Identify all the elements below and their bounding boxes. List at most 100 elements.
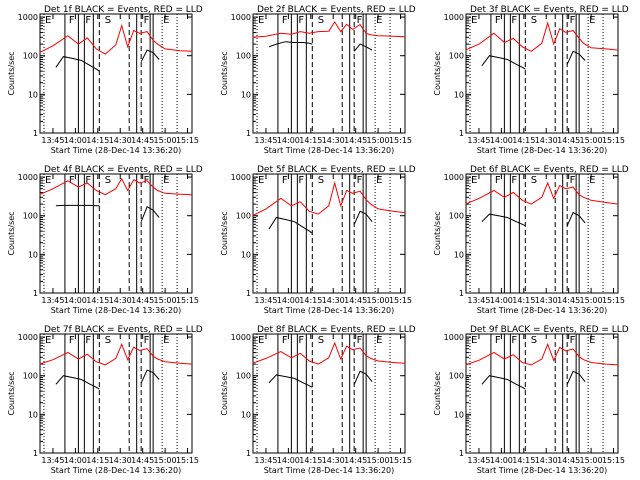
x-axis-label: Start Time (28-Dec-14 13:36:20) xyxy=(51,466,182,475)
x-tick-label: 14:30 xyxy=(109,456,132,465)
plot-frame xyxy=(39,173,193,294)
mode-label: E xyxy=(471,15,477,26)
series-events-line xyxy=(268,374,313,388)
x-tick-label: 14:30 xyxy=(109,136,132,145)
y-tick-label: 100 xyxy=(236,372,251,381)
mode-label: E xyxy=(589,175,595,186)
mode-label: F xyxy=(357,335,363,346)
y-tick-label: 1 xyxy=(246,129,251,138)
x-tick-label: 13:45 xyxy=(41,296,64,305)
y-tick-label: 1000 xyxy=(18,333,38,342)
y-axis-label: Counts/sec xyxy=(220,371,229,415)
y-tick-label: 1 xyxy=(33,289,38,298)
x-axis-label: Start Time (28-Dec-14 13:36:20) xyxy=(477,146,608,155)
mode-label: S xyxy=(318,335,324,346)
mode-label: F xyxy=(570,15,576,26)
x-axis-label: Start Time (28-Dec-14 13:36:20) xyxy=(51,146,182,155)
y-tick-label: 10 xyxy=(454,250,464,259)
x-tick-label: 15:15 xyxy=(389,296,412,305)
mode-label: F xyxy=(570,335,576,346)
x-tick-label: 14:00 xyxy=(277,136,300,145)
x-tick-label: 14:00 xyxy=(277,456,300,465)
x-tick-label: 13:45 xyxy=(467,456,490,465)
detector-panel-4: Det 4f BLACK = Events, RED = LLD 1 10 100 10… xyxy=(7,165,203,315)
y-tick-label: 10 xyxy=(454,410,464,419)
y-tick-label: 10 xyxy=(454,90,464,99)
y-axis-label: Counts/sec xyxy=(220,211,229,255)
mode-label: S xyxy=(531,335,537,346)
x-tick-label: 13:45 xyxy=(254,296,277,305)
detector-panel-2: Det 2f BLACK = Events, RED = LLD 1 10 100 10… xyxy=(220,5,416,155)
mode-label: E xyxy=(163,335,169,346)
y-tick-label: 10 xyxy=(28,90,38,99)
x-tick-label: 14:15 xyxy=(86,136,109,145)
x-tick-label: 14:30 xyxy=(535,456,558,465)
y-tick-label: 1000 xyxy=(444,173,464,182)
x-tick-label: 14:15 xyxy=(299,136,322,145)
x-tick-label: 13:45 xyxy=(254,136,277,145)
detector-panel-7: Det 7f BLACK = Events, RED = LLD 1 10 100 10… xyxy=(7,325,203,475)
mode-label: S xyxy=(105,15,111,26)
y-axis-label: Counts/sec xyxy=(433,51,442,95)
x-tick-label: 14:45 xyxy=(131,456,154,465)
y-axis-label: Counts/sec xyxy=(433,371,442,415)
mode-label: S xyxy=(318,175,324,186)
series-events-line xyxy=(55,375,100,390)
series-events-line xyxy=(268,41,313,48)
mode-label: E xyxy=(589,335,595,346)
x-tick-label: 13:45 xyxy=(467,296,490,305)
x-tick-label: 15:15 xyxy=(602,136,625,145)
plot-frame xyxy=(465,333,619,454)
plot-frame xyxy=(465,13,619,134)
y-tick-label: 100 xyxy=(236,52,251,61)
x-tick-label: 15:00 xyxy=(580,136,603,145)
x-tick-label: 15:00 xyxy=(367,296,390,305)
x-tick-label: 15:15 xyxy=(389,136,412,145)
x-tick-label: 14:15 xyxy=(512,456,535,465)
series-events-line-segment-2 xyxy=(140,369,160,384)
x-tick-label: 14:45 xyxy=(344,136,367,145)
series-events-line-segment-2 xyxy=(566,370,586,385)
detector-panel-5: Det 5f BLACK = Events, RED = LLD 1 10 100 10… xyxy=(220,165,416,315)
x-tick-label: 14:45 xyxy=(131,296,154,305)
x-axis-label: Start Time (28-Dec-14 13:36:20) xyxy=(264,306,395,315)
series-events-line-segment-2 xyxy=(353,370,373,385)
x-tick-label: 14:15 xyxy=(299,456,322,465)
y-axis-label: Counts/sec xyxy=(433,211,442,255)
plot-frame xyxy=(39,333,193,454)
y-tick-label: 1 xyxy=(459,129,464,138)
x-tick-label: 14:15 xyxy=(512,296,535,305)
detector-panel-8: Det 8f BLACK = Events, RED = LLD 1 10 100 10… xyxy=(220,325,416,475)
series-events-line xyxy=(55,56,100,72)
mode-label: F xyxy=(298,15,304,26)
x-tick-label: 14:30 xyxy=(535,296,558,305)
mode-label: F xyxy=(495,175,501,186)
x-tick-label: 13:45 xyxy=(41,136,64,145)
x-tick-label: 14:15 xyxy=(512,136,535,145)
y-tick-label: 10 xyxy=(241,250,251,259)
mode-label: E xyxy=(471,335,477,346)
x-tick-label: 15:00 xyxy=(580,456,603,465)
mode-label: E xyxy=(45,335,51,346)
x-axis-label: Start Time (28-Dec-14 13:36:20) xyxy=(51,306,182,315)
y-tick-label: 1 xyxy=(33,129,38,138)
y-tick-label: 1000 xyxy=(231,333,251,342)
mode-label: F xyxy=(511,175,517,186)
y-tick-label: 1 xyxy=(33,449,38,458)
panel-title: Det 3f BLACK = Events, RED = LLD xyxy=(470,5,629,15)
x-tick-label: 15:15 xyxy=(602,456,625,465)
y-tick-label: 1000 xyxy=(444,13,464,22)
y-tick-label: 10 xyxy=(28,250,38,259)
x-tick-label: 14:00 xyxy=(490,136,513,145)
mode-label: F xyxy=(357,15,363,26)
mode-label: F xyxy=(570,175,576,186)
series-events-line-segment-2 xyxy=(140,206,160,222)
mode-label: F xyxy=(85,335,91,346)
mode-label: F xyxy=(511,335,517,346)
plot-frame xyxy=(252,333,406,454)
mode-label: F xyxy=(298,175,304,186)
y-tick-label: 1 xyxy=(459,289,464,298)
mode-label: E xyxy=(45,15,51,26)
y-tick-label: 1 xyxy=(459,449,464,458)
